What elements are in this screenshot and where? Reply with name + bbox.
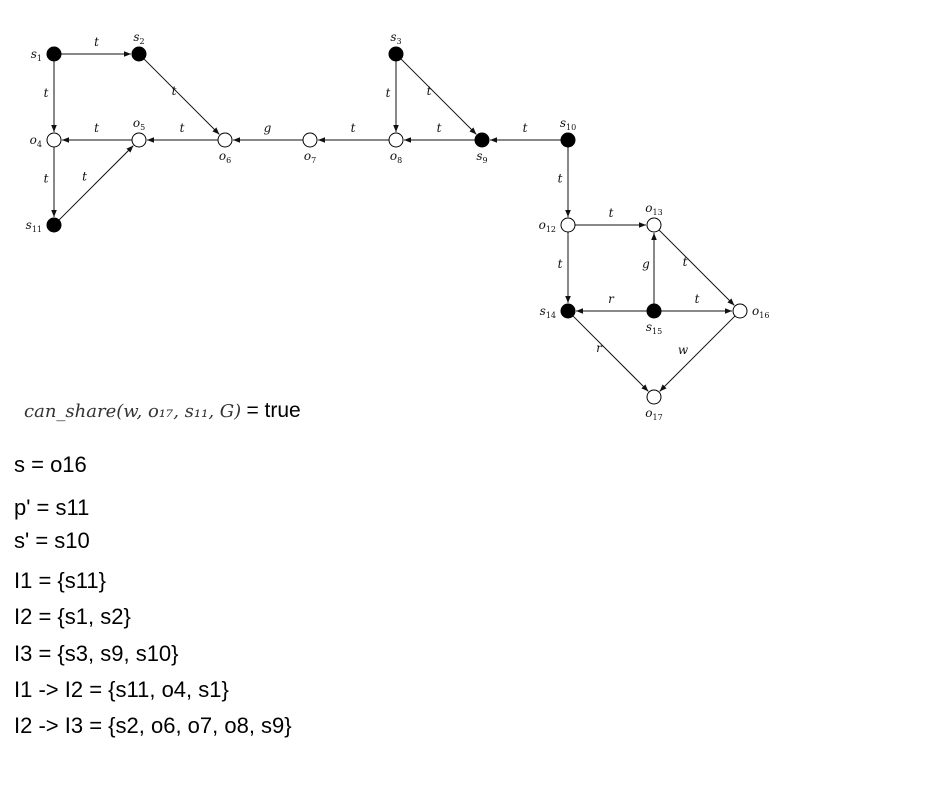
edge-label-s11-o5: t: [82, 170, 87, 184]
edge-o13-o16: [658, 229, 735, 306]
node-o13: [646, 217, 662, 233]
node-label-s15: s15: [646, 320, 662, 336]
node-label-o13: o13: [645, 201, 662, 217]
edge-label-o16-o17: w: [678, 343, 689, 357]
node-o8: [388, 132, 404, 148]
edge-label-o5-o4: t: [94, 121, 99, 135]
node-o17: [646, 389, 662, 405]
note-line: s' = s10: [14, 528, 90, 553]
node-labels: s1 s2 s3 o4 o5 o6 o7 o8 s9 s10 s11 o12 o13 s14 s15 o16 o…: [26, 30, 770, 422]
note-line: I1 -> I2 = {s11, o4, s1}: [14, 677, 229, 702]
note-line: I3 = {s3, s9, s10}: [14, 641, 179, 666]
node-label-s10: s10: [560, 116, 576, 132]
node-o5: [131, 132, 147, 148]
node-o12: [560, 217, 576, 233]
edge-s14-o17: [572, 315, 649, 392]
node-o6: [217, 132, 233, 148]
node-s3: [388, 46, 404, 62]
edge-label-s1-o4: t: [44, 86, 49, 100]
node-label-s11: s11: [26, 218, 42, 234]
predicate-expression: can_share(w, o₁₇, s₁₁, G): [24, 401, 242, 422]
edge-label-s2-o6: t: [172, 84, 177, 98]
node-label-o4: o4: [30, 133, 42, 149]
edge-label-o12-s14: t: [558, 257, 563, 271]
edge-label-s15-o13: g: [642, 257, 650, 271]
node-label-o12: o12: [539, 218, 556, 234]
edge-label-o13-o16: t: [683, 255, 688, 269]
node-o7: [302, 132, 318, 148]
node-s2: [131, 46, 147, 62]
edge-label-s1-s2: t: [94, 35, 99, 49]
edge-label-s10-s9: t: [523, 121, 528, 135]
node-s10: [560, 132, 576, 148]
node-s1: [46, 46, 62, 62]
node-label-o8: o8: [390, 149, 402, 165]
edge-o16-o17: [659, 315, 736, 392]
note-line: I2 = {s1, s2}: [14, 604, 131, 629]
node-s9: [474, 132, 490, 148]
edge-label-o12-o13: t: [609, 206, 614, 220]
edge-label-s3-s9: t: [427, 84, 432, 98]
edge-s2-o6: [143, 58, 220, 135]
node-label-o16: o16: [752, 304, 769, 320]
edge-label-s3-o8: t: [386, 86, 391, 100]
edge-s3-s9: [400, 58, 477, 135]
edge-s11-o5: [58, 145, 134, 221]
node-o4: [46, 132, 62, 148]
note-line: p' = s11: [14, 495, 90, 520]
edge-label-o7-o6: g: [264, 121, 272, 135]
node-label-s14: s14: [540, 304, 556, 320]
edge-label-o4-s11: t: [44, 172, 49, 186]
node-s14: [560, 303, 576, 319]
edge-label-s15-o16: t: [695, 292, 700, 306]
edge-label-s14-o17: r: [596, 341, 603, 355]
node-label-s1: s1: [31, 47, 42, 63]
node-o16: [732, 303, 748, 319]
node-s15: [646, 303, 662, 319]
node-s11: [46, 217, 62, 233]
node-label-s3: s3: [390, 30, 401, 46]
edge-label-o6-o5: t: [180, 121, 185, 135]
edge-label-s10-o12: t: [558, 172, 563, 186]
node-label-o17: o17: [645, 406, 662, 422]
node-label-s9: s9: [476, 149, 487, 165]
edges: [51, 51, 736, 392]
node-label-o6: o6: [219, 149, 231, 165]
nodes: [46, 46, 748, 405]
note-line: I2 -> I3 = {s2, o6, o7, o8, s9}: [14, 713, 292, 738]
edge-label-s15-s14: r: [608, 292, 615, 306]
edge-label-s9-o8: t: [437, 121, 442, 135]
node-label-s2: s2: [133, 30, 144, 46]
node-label-o7: o7: [304, 149, 316, 165]
note-line: I1 = {s11}: [14, 568, 106, 593]
node-label-o5: o5: [133, 116, 145, 132]
predicate-result: = true: [246, 399, 301, 422]
edge-label-o8-o7: t: [351, 121, 356, 135]
edge-labels: t t t t t g t t t t t t t t t t g t r t r w: [44, 35, 700, 357]
can-share-predicate: can_share(w, o₁₇, s₁₁, G) = true: [24, 398, 301, 423]
note-line: s = o16: [14, 452, 87, 477]
